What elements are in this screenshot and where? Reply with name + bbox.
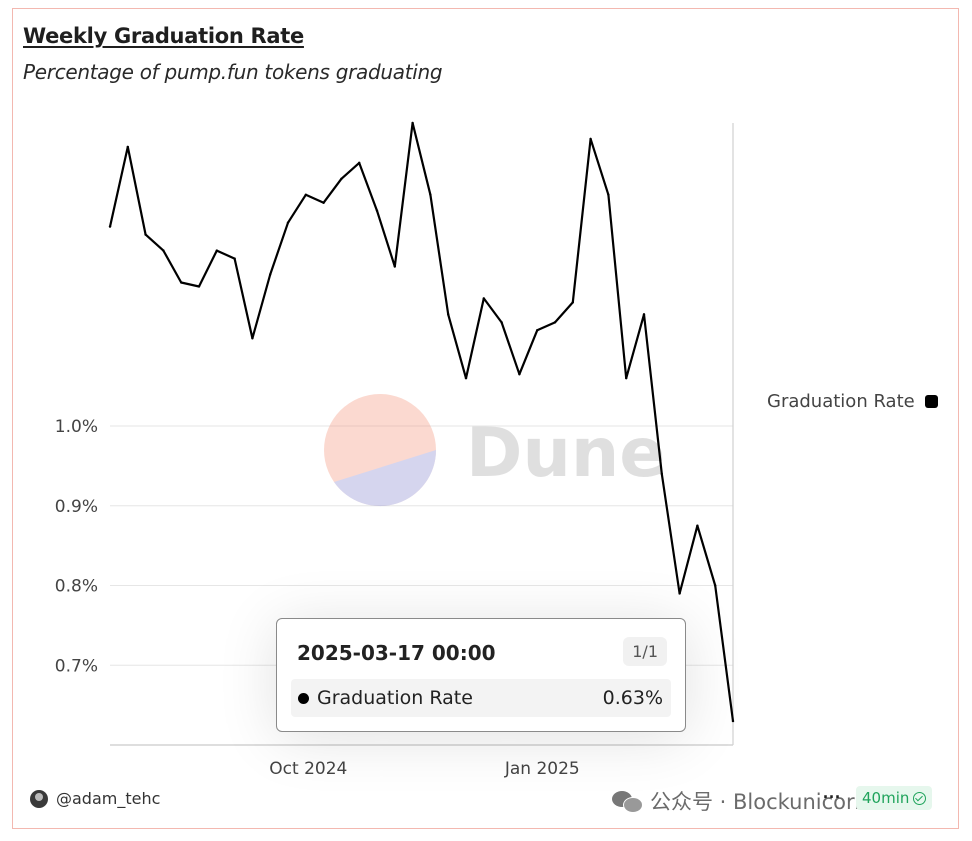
data-point	[696, 524, 699, 527]
data-point	[393, 265, 396, 268]
author-handle: @adam_tehc	[56, 789, 161, 808]
data-point	[251, 337, 254, 340]
data-point	[269, 273, 272, 276]
data-point	[731, 719, 735, 723]
data-point	[482, 297, 485, 300]
data-point	[518, 372, 521, 376]
data-point	[126, 145, 129, 149]
check-circle-icon	[913, 791, 927, 805]
dune-logo-lower	[334, 450, 437, 507]
dune-watermark: Dune	[324, 394, 665, 507]
data-point	[358, 161, 361, 165]
legend-swatch	[924, 395, 938, 408]
more-options-button[interactable]: ···	[823, 787, 841, 807]
series-line-graduation-rate	[108, 121, 735, 722]
data-point	[536, 329, 539, 332]
data-point	[500, 321, 503, 324]
source-text: 公众号 · Blockunicorn	[650, 790, 868, 814]
source-watermark: 公众号 · Blockunicorn	[612, 786, 868, 816]
chart-subtitle: Percentage of pump.fun tokens graduating	[23, 60, 443, 84]
tooltip: 2025-03-17 00:00 1/1 Graduation Rate 0.6…	[276, 618, 686, 732]
y-tick-label: 0.9%	[55, 497, 98, 517]
tooltip-series-value: 0.63%	[602, 687, 663, 709]
data-point	[180, 281, 183, 284]
data-point	[304, 193, 307, 196]
author[interactable]: @adam_tehc	[30, 789, 160, 808]
freshness-badge[interactable]: 40min	[856, 786, 933, 810]
data-point	[322, 201, 325, 204]
tooltip-series-label: Graduation Rate	[317, 687, 473, 709]
x-tick-label: Oct 2024	[269, 759, 347, 779]
series-points	[108, 121, 735, 723]
wechat-icon	[612, 789, 643, 813]
data-point	[714, 584, 717, 587]
freshness-text: 40min	[862, 789, 910, 807]
y-tick-label: 0.8%	[55, 577, 98, 597]
tooltip-count: 1/1	[623, 637, 667, 666]
x-tick-label: Jan 2025	[504, 759, 580, 779]
legend[interactable]: Graduation Rate	[767, 391, 938, 412]
data-point	[162, 249, 165, 252]
tooltip-date: 2025-03-17 00:00	[297, 641, 496, 665]
data-point	[286, 221, 290, 224]
chart-title[interactable]: Weekly Graduation Rate	[23, 24, 304, 48]
data-point	[589, 137, 592, 141]
data-point	[642, 313, 646, 316]
data-point	[411, 121, 414, 125]
y-tick-label: 1.0%	[55, 417, 98, 437]
y-axis-labels: 1.0% 0.9% 0.8% 0.7%	[55, 417, 98, 676]
data-point	[375, 209, 379, 212]
tooltip-row: Graduation Rate 0.63%	[291, 679, 671, 717]
data-point	[571, 301, 574, 304]
x-axis-labels: Oct 2024 Jan 2025	[269, 759, 579, 779]
data-point	[108, 225, 112, 228]
data-point	[215, 249, 218, 252]
data-point	[678, 592, 681, 595]
legend-label: Graduation Rate	[767, 391, 915, 412]
tooltip-series-dot	[298, 693, 309, 704]
data-point	[340, 177, 343, 181]
data-point	[625, 376, 628, 380]
data-point	[429, 193, 432, 196]
avatar	[30, 789, 48, 808]
data-point	[660, 472, 663, 476]
data-point	[233, 257, 236, 260]
dune-wordmark: Dune	[466, 414, 665, 493]
data-point	[144, 233, 147, 236]
data-point	[607, 193, 610, 196]
data-point	[197, 285, 201, 288]
y-tick-label: 0.7%	[55, 656, 98, 676]
data-point	[464, 376, 468, 380]
data-point	[553, 321, 557, 324]
dune-logo-icon	[324, 394, 436, 506]
data-point	[447, 313, 450, 316]
